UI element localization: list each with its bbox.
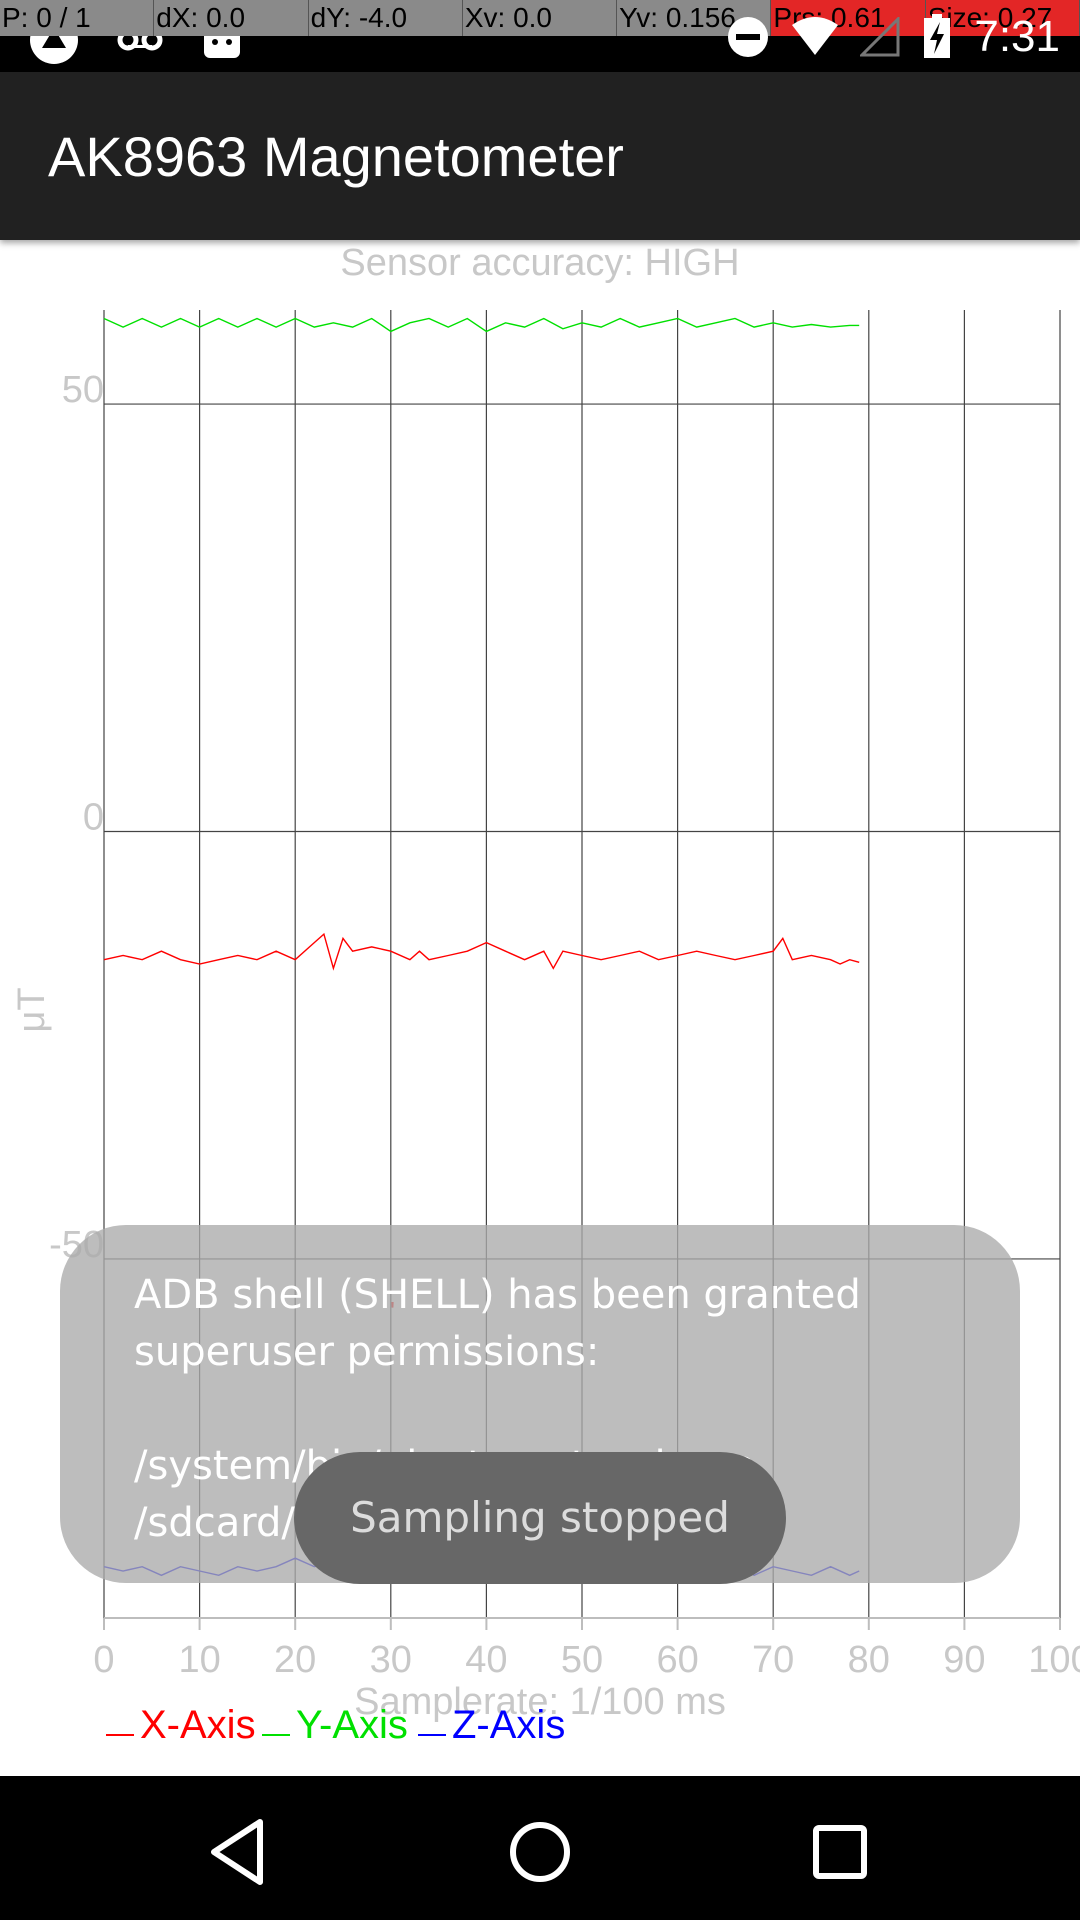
pointer-dx: dX: 0.0 — [154, 0, 309, 36]
x-tick-label: 0 — [93, 1639, 114, 1681]
x-tick-labels: 0 10 20 30 40 50 60 70 80 90 100 — [93, 1618, 1080, 1681]
x-tick-label: 10 — [178, 1639, 220, 1681]
magnetometer-chart: 0102030405060708090100 500-50 μT Sampler… — [11, 310, 1080, 1747]
do-not-disturb-icon — [728, 17, 769, 57]
android-icon — [204, 30, 240, 58]
home-icon[interactable] — [500, 1812, 580, 1892]
app-title: AK8963 Magnetometer — [48, 125, 624, 188]
sensor-accuracy-label: Sensor accuracy: HIGH — [340, 242, 740, 284]
recents-icon[interactable] — [800, 1812, 880, 1892]
status-time: 7:31 — [974, 12, 1060, 61]
y-axis-label: μT — [11, 987, 53, 1032]
navigation-bar — [0, 1776, 1080, 1920]
battery-charging-icon — [924, 14, 951, 58]
status-bar: P: 0 / 1 dX: 0.0 dY: -4.0 Xv: 0.0 Yv: 0.… — [0, 0, 1080, 72]
y-tick-labels: 500-50 — [49, 369, 104, 1266]
x-tick-label: 100 — [1028, 1639, 1080, 1681]
legend-z-label: Z-Axis — [452, 1703, 565, 1747]
x-axis-label: Samplerate: 1/100 ms — [354, 1681, 726, 1723]
back-icon[interactable] — [200, 1812, 280, 1892]
x-tick-label: 60 — [656, 1639, 698, 1681]
pointer-location-overlay: P: 0 / 1 dX: 0.0 dY: -4.0 Xv: 0.0 Yv: 0.… — [0, 0, 1080, 36]
pointer-dy: dY: -4.0 — [309, 0, 463, 36]
superuser-toast-text: ADB shell (SHELL) has been granted super… — [134, 1272, 861, 1546]
x-tick-label: 40 — [465, 1639, 507, 1681]
sampling-stopped-toast: Sampling stopped — [294, 1452, 786, 1584]
x-tick-label: 50 — [561, 1639, 603, 1681]
x-tick-label: 30 — [370, 1639, 412, 1681]
series-line-x-axis — [103, 932, 860, 971]
x-tick-label: 80 — [848, 1639, 890, 1681]
cell-signal-icon — [860, 17, 900, 57]
y-tick-label: 0 — [83, 796, 104, 838]
y-tick-label: 50 — [62, 369, 104, 411]
x-tick-label: 20 — [274, 1639, 316, 1681]
legend: X-Axis Y-Axis Z-Axis — [106, 1703, 565, 1747]
x-tick-label: 90 — [943, 1639, 985, 1681]
wifi-icon — [792, 17, 839, 55]
pointer-yv: Yv: 0.156 — [617, 0, 772, 36]
app-bar: AK8963 Magnetometer — [0, 72, 1080, 240]
pointer-count: P: 0 / 1 — [0, 0, 155, 36]
pointer-xv: Xv: 0.0 — [463, 0, 618, 36]
legend-x-label: X-Axis — [140, 1703, 256, 1747]
legend-y-label: Y-Axis — [296, 1703, 408, 1747]
series-line-y-axis — [103, 317, 860, 333]
x-tick-label: 70 — [752, 1639, 794, 1681]
status-right-icons: 7:31 — [726, 12, 1060, 62]
